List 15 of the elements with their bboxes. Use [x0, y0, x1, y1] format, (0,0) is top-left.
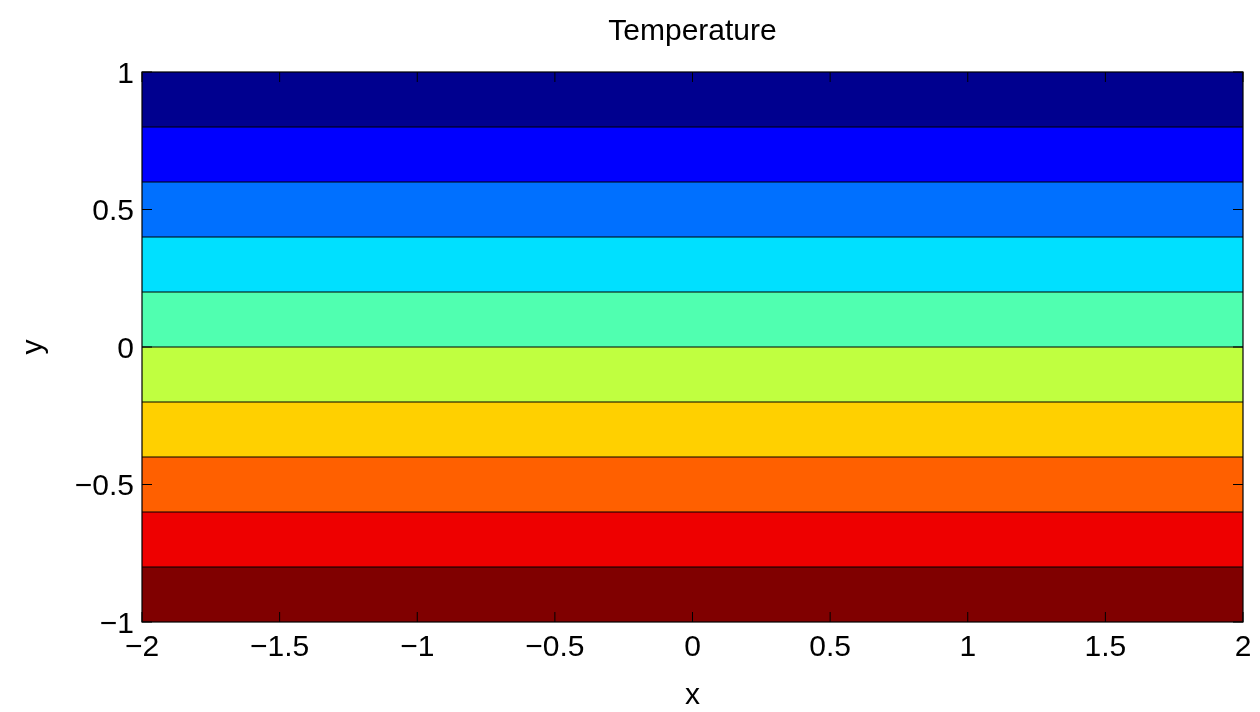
y-tick-label: −0.5 [74, 468, 134, 501]
x-tick-label: 1.5 [1084, 629, 1127, 662]
x-tick-label: −1.5 [250, 629, 310, 662]
y-axis-title: y [15, 339, 48, 355]
chart-title: Temperature [608, 13, 777, 46]
x-tick-label: −1 [400, 629, 435, 662]
x-tick-label: −0.5 [525, 629, 585, 662]
x-tick-label: 2 [1234, 629, 1252, 662]
x-tick-label: 1 [959, 629, 977, 662]
x-tick-label: 0 [684, 629, 701, 662]
y-tick-label: 1 [117, 55, 134, 89]
y-tick-label: 0.5 [92, 193, 134, 226]
x-tick-label: 0.5 [809, 629, 851, 662]
x-axis-title: x [685, 677, 700, 710]
y-tick-label: 0 [117, 330, 134, 364]
